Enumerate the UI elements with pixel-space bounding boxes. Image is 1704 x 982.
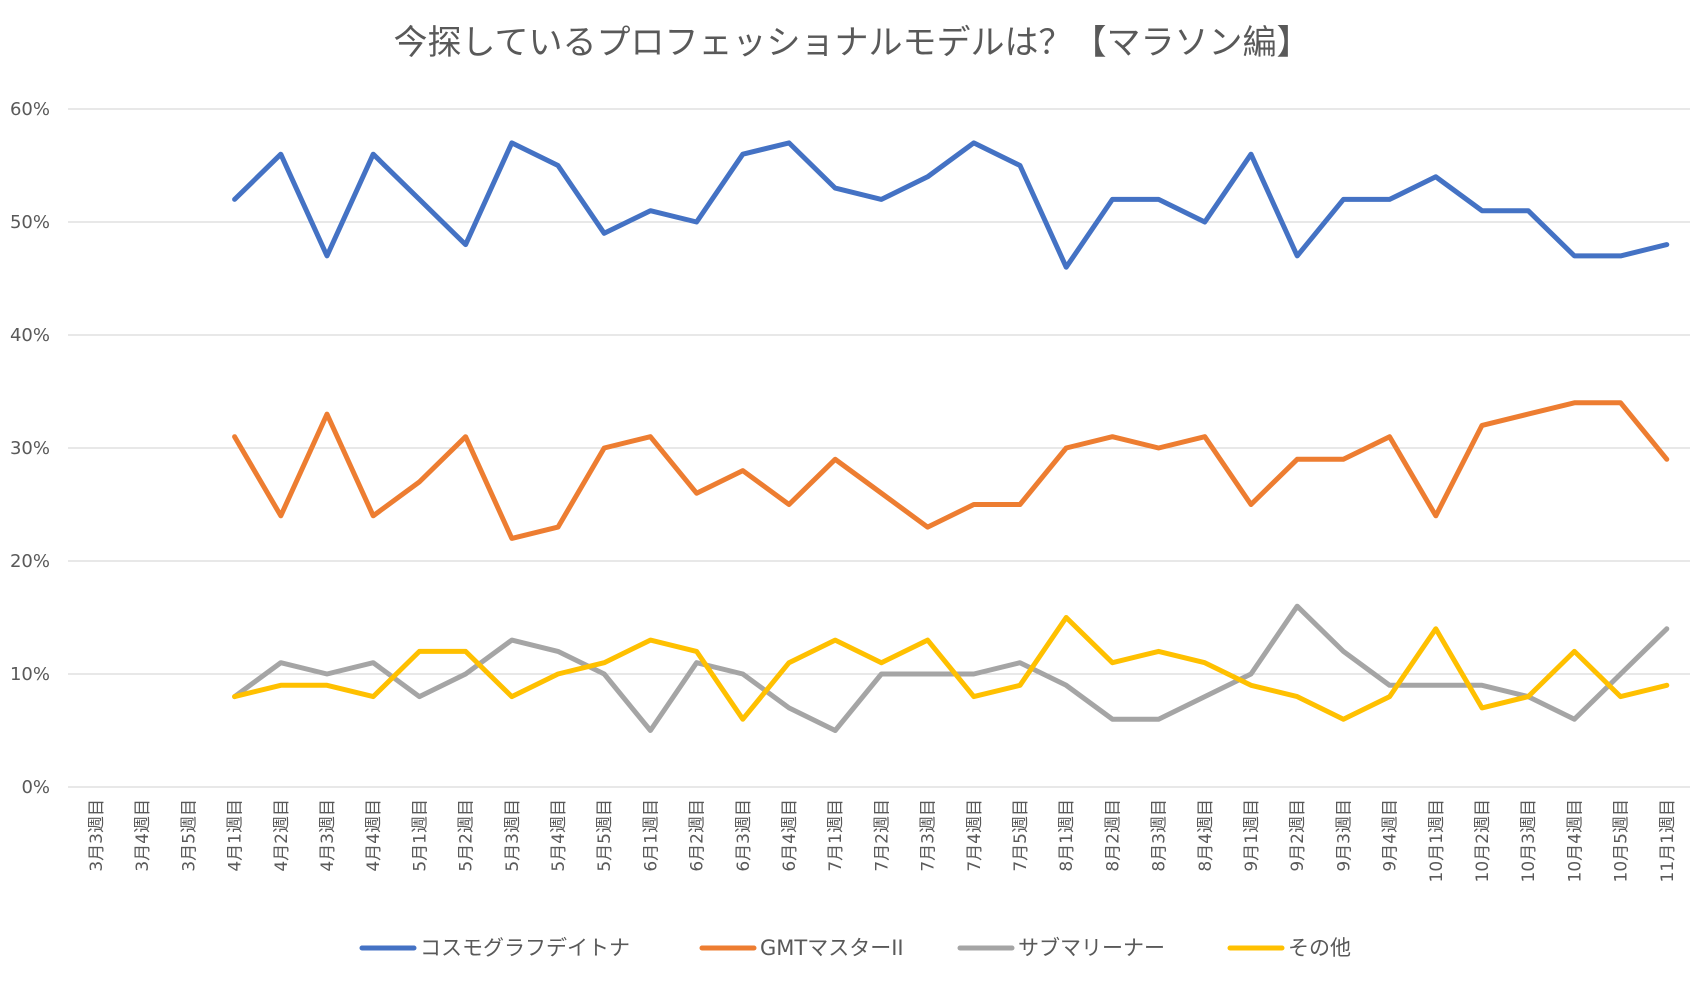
x-tick-label: 10月2週目 <box>1473 799 1493 882</box>
x-tick-label: 10月1週目 <box>1427 799 1447 882</box>
x-tick-label: 11月1週目 <box>1658 799 1678 882</box>
series-line <box>232 140 1670 270</box>
legend-label: その他 <box>1288 936 1351 960</box>
x-tick-label: 7月3週目 <box>919 799 939 872</box>
y-tick-label: 10% <box>10 664 50 685</box>
series-lines <box>232 140 1670 733</box>
y-tick-label: 0% <box>21 777 50 798</box>
x-tick-label: 6月3週目 <box>734 799 754 872</box>
legend: コスモグラフデイトナ GMTマスターII サブマリーナー その他 <box>359 936 1351 960</box>
y-tick-label: 40% <box>10 325 50 346</box>
series-line <box>232 615 1670 722</box>
x-tick-label: 10月5週目 <box>1612 799 1632 882</box>
x-tick-label: 7月4週目 <box>965 799 985 872</box>
x-tick-label: 9月4週目 <box>1381 799 1401 872</box>
x-tick-label: 3月5週目 <box>179 799 199 872</box>
legend-label: コスモグラフデイトナ <box>420 936 630 960</box>
chart-title: 今探しているプロフェッショナルモデルは？【マラソン編】 <box>394 23 1311 63</box>
x-tick-label: 4月3週目 <box>318 799 338 872</box>
x-tick-label: 4月4週目 <box>364 799 384 872</box>
x-tick-label: 9月2週目 <box>1288 799 1308 872</box>
x-tick-label: 9月3週目 <box>1334 799 1354 872</box>
y-tick-label: 20% <box>10 551 50 572</box>
x-tick-label: 6月2週目 <box>688 799 708 872</box>
series-line <box>232 400 1670 541</box>
series-line <box>232 603 1670 733</box>
legend-label: サブマリーナー <box>1018 936 1165 960</box>
x-tick-label: 6月4週目 <box>780 799 800 872</box>
x-tick-label: 7月5週目 <box>1011 799 1031 872</box>
x-tick-label: 5月2週目 <box>457 799 477 872</box>
x-tick-label: 3月3週目 <box>87 799 107 872</box>
y-tick-label: 50% <box>10 212 50 233</box>
x-tick-label: 5月5週目 <box>595 799 615 872</box>
y-tick-label: 30% <box>10 438 50 459</box>
x-tick-label: 3月4週目 <box>133 799 153 872</box>
x-tick-label: 4月2週目 <box>272 799 292 872</box>
x-tick-label: 6月1週目 <box>641 799 661 872</box>
x-tick-label: 8月3週目 <box>1150 799 1170 872</box>
x-tick-label: 7月2週目 <box>872 799 892 872</box>
x-tick-label: 8月1週目 <box>1057 799 1077 872</box>
x-tick-label: 8月4週目 <box>1196 799 1216 872</box>
y-tick-label: 60% <box>10 99 50 120</box>
y-axis-tick-labels: 0% 10% 20% 30% 40% 50% 60% <box>10 99 50 798</box>
x-tick-label: 8月2週目 <box>1103 799 1123 872</box>
x-tick-label: 10月4週目 <box>1565 799 1585 882</box>
gridlines <box>68 108 1690 788</box>
x-tick-label: 4月1週目 <box>226 799 246 872</box>
x-axis-tick-labels: 3月3週目 3月4週目 3月5週目 4月1週目 4月2週目 4月3週目 4月4週目 5月1週目… <box>87 799 1678 882</box>
x-tick-label: 5月4週目 <box>549 799 569 872</box>
x-tick-label: 5月3週目 <box>503 799 523 872</box>
x-tick-label: 9月1週目 <box>1242 799 1262 872</box>
x-tick-label: 7月1週目 <box>826 799 846 872</box>
x-tick-label: 5月1週目 <box>410 799 430 872</box>
x-tick-label: 10月3週目 <box>1519 799 1539 882</box>
legend-label: GMTマスターII <box>760 936 904 960</box>
